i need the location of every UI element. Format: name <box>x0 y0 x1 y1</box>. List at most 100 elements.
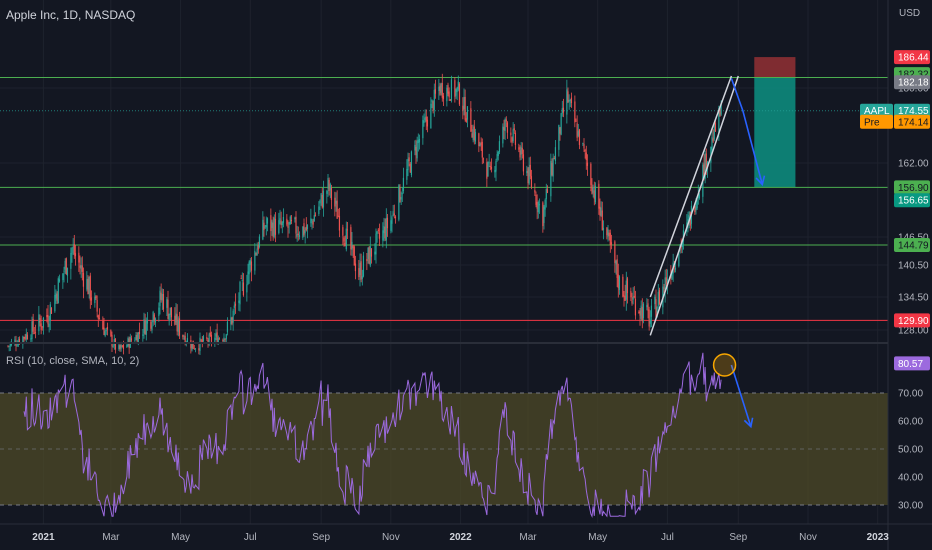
candle <box>473 119 475 145</box>
parallel-channel[interactable] <box>649 75 739 336</box>
candle <box>249 258 251 273</box>
short-position-tool[interactable] <box>754 57 796 188</box>
candle <box>49 301 51 331</box>
candle-body <box>408 157 410 162</box>
candle <box>360 253 362 283</box>
take-profit-zone[interactable] <box>754 77 796 188</box>
candle-body <box>360 261 362 280</box>
candle-body <box>534 190 536 193</box>
candle <box>31 316 33 342</box>
candle-body <box>623 295 625 297</box>
candle <box>114 338 117 354</box>
price-tick-label: 128.00 <box>898 326 929 337</box>
candle-body <box>648 309 650 327</box>
candle <box>290 215 293 225</box>
candle-body <box>280 220 282 226</box>
candle-body <box>242 282 245 296</box>
candle <box>263 216 265 237</box>
candle-body <box>294 217 296 220</box>
candle <box>98 308 101 320</box>
candle <box>248 260 250 284</box>
candle <box>200 338 202 343</box>
candle <box>328 177 330 196</box>
candle-body <box>352 245 354 249</box>
rsi-forecast-arrow-head <box>743 417 754 429</box>
candle <box>552 153 554 182</box>
price-forecast-arrow-head <box>755 175 766 187</box>
candle <box>50 307 53 314</box>
rsi-axis[interactable]: 30.00 40.00 50.00 60.00 70.00 <box>898 389 923 512</box>
candle <box>47 304 49 328</box>
candle-body <box>558 124 560 150</box>
candle-body <box>344 242 346 247</box>
candle-body <box>191 342 193 351</box>
price-forecast-arrow[interactable] <box>730 78 764 185</box>
candle-body <box>118 345 120 349</box>
candle-body <box>510 132 512 136</box>
candle <box>489 161 491 171</box>
candle <box>41 326 43 331</box>
candle <box>320 193 322 206</box>
candle-body <box>274 218 277 235</box>
candle-body <box>218 338 221 340</box>
candle-body <box>362 255 365 277</box>
candle-body <box>327 177 329 189</box>
time-axis[interactable]: 2021 Mar May Jul Sep Nov 2022 Mar May Jul Sep Nov 20… <box>32 532 889 543</box>
candle-body <box>262 219 264 240</box>
rsi-forecast-arrow[interactable] <box>730 364 752 427</box>
candle-body <box>320 193 322 200</box>
candle-body <box>137 332 139 344</box>
symbol-title[interactable]: Apple Inc, 1D, NASDAQ <box>6 8 136 22</box>
candle-body <box>73 244 75 255</box>
candle-body <box>578 129 581 145</box>
candle-body <box>401 193 403 195</box>
candle <box>616 254 618 288</box>
candle-body <box>658 290 661 305</box>
price-badge-value: 174.14 <box>898 117 929 128</box>
channel-upper-line[interactable] <box>649 75 733 298</box>
candle <box>398 184 400 222</box>
candle-body <box>473 126 475 141</box>
candle-body <box>513 128 515 131</box>
candle <box>558 124 560 157</box>
candle-body <box>719 108 721 117</box>
rsi-title[interactable]: RSI (10, close, SMA, 10, 2) <box>6 355 140 367</box>
candle-body <box>290 219 293 222</box>
candle <box>399 184 401 203</box>
candle <box>569 98 571 108</box>
candle <box>658 287 661 305</box>
candle-body <box>417 139 419 144</box>
candle <box>38 306 40 335</box>
candle <box>511 136 513 147</box>
candle-body <box>664 277 666 292</box>
candle-body <box>232 310 234 323</box>
candle <box>70 247 72 280</box>
candle-body <box>319 200 321 204</box>
candle <box>600 201 602 217</box>
candle-body <box>392 211 394 216</box>
currency-label[interactable]: USD <box>899 8 921 19</box>
candle <box>202 334 205 343</box>
candle-body <box>312 220 314 225</box>
candle <box>118 343 120 351</box>
forecast-arrows[interactable] <box>730 78 766 429</box>
candle-body <box>136 334 138 342</box>
candle <box>415 139 417 164</box>
candle <box>407 152 409 177</box>
candle <box>377 227 379 234</box>
channel-lower-line[interactable] <box>649 75 739 336</box>
candle-body <box>58 279 61 282</box>
candle-body <box>57 278 59 304</box>
candle <box>272 216 274 241</box>
candle <box>297 226 299 241</box>
stop-loss-zone[interactable] <box>754 57 796 78</box>
candle-body <box>367 247 369 259</box>
candle <box>144 313 146 335</box>
candle-body <box>504 118 506 131</box>
candle <box>578 128 581 150</box>
rsi-highlight-circle[interactable] <box>712 353 737 377</box>
candle <box>430 97 432 129</box>
candle-body <box>520 146 522 155</box>
candle <box>135 332 137 341</box>
